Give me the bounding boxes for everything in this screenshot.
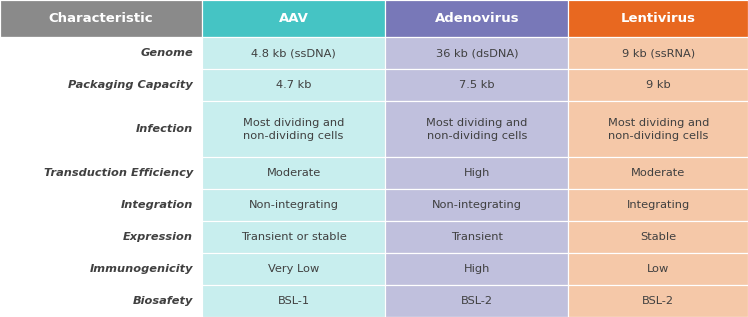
Text: Infection: Infection <box>135 124 193 134</box>
Bar <box>568 101 748 157</box>
Text: Biosafety: Biosafety <box>132 296 193 306</box>
Bar <box>202 37 385 69</box>
Text: Moderate: Moderate <box>631 168 685 178</box>
Text: Most dividing and
non-dividing cells: Most dividing and non-dividing cells <box>243 118 344 141</box>
Text: Stable: Stable <box>640 232 676 242</box>
Text: High: High <box>464 264 490 274</box>
Text: Non-integrating: Non-integrating <box>432 200 522 210</box>
Text: 36 kb (dsDNA): 36 kb (dsDNA) <box>435 49 518 58</box>
Bar <box>202 253 385 285</box>
Text: Non-integrating: Non-integrating <box>248 200 339 210</box>
Text: BSL-1: BSL-1 <box>278 296 310 306</box>
Bar <box>202 157 385 189</box>
Text: Transient or stable: Transient or stable <box>241 232 346 242</box>
Bar <box>385 157 568 189</box>
Text: 4.7 kb: 4.7 kb <box>276 80 311 90</box>
Text: BSL-2: BSL-2 <box>643 296 674 306</box>
Bar <box>0 0 202 37</box>
Bar <box>0 189 202 221</box>
Bar <box>385 221 568 253</box>
Text: Adenovirus: Adenovirus <box>435 12 519 25</box>
Text: Low: Low <box>647 264 669 274</box>
Bar <box>385 285 568 317</box>
Text: High: High <box>464 168 490 178</box>
Text: Lentivirus: Lentivirus <box>621 12 696 25</box>
Bar <box>568 189 748 221</box>
Text: BSL-2: BSL-2 <box>461 296 493 306</box>
Bar <box>202 189 385 221</box>
Bar <box>385 0 568 37</box>
Text: Integrating: Integrating <box>627 200 690 210</box>
Bar <box>385 189 568 221</box>
Text: Immunogenicity: Immunogenicity <box>90 264 193 274</box>
Bar <box>0 221 202 253</box>
Text: Expression: Expression <box>123 232 193 242</box>
Bar <box>568 69 748 101</box>
Bar <box>385 101 568 157</box>
Bar <box>202 0 385 37</box>
Text: Transduction Efficiency: Transduction Efficiency <box>43 168 193 178</box>
Bar <box>0 253 202 285</box>
Text: Characteristic: Characteristic <box>49 12 153 25</box>
Text: Most dividing and
non-dividing cells: Most dividing and non-dividing cells <box>607 118 709 141</box>
Bar <box>202 69 385 101</box>
Text: Most dividing and
non-dividing cells: Most dividing and non-dividing cells <box>426 118 527 141</box>
Text: AAV: AAV <box>279 12 308 25</box>
Text: Integration: Integration <box>120 200 193 210</box>
Bar <box>202 101 385 157</box>
Text: 9 kb (ssRNA): 9 kb (ssRNA) <box>622 49 695 58</box>
Bar <box>568 157 748 189</box>
Text: Moderate: Moderate <box>266 168 321 178</box>
Bar <box>385 37 568 69</box>
Text: Packaging Capacity: Packaging Capacity <box>68 80 193 90</box>
Text: 9 kb: 9 kb <box>646 80 671 90</box>
Bar <box>0 69 202 101</box>
Bar <box>568 37 748 69</box>
Bar <box>0 157 202 189</box>
Bar <box>202 285 385 317</box>
Text: 7.5 kb: 7.5 kb <box>459 80 494 90</box>
Bar <box>0 101 202 157</box>
Text: Transient: Transient <box>451 232 503 242</box>
Bar <box>385 69 568 101</box>
Text: Very Low: Very Low <box>268 264 319 274</box>
Bar <box>202 221 385 253</box>
Bar <box>385 253 568 285</box>
Bar <box>568 285 748 317</box>
Bar <box>0 285 202 317</box>
Text: 4.8 kb (ssDNA): 4.8 kb (ssDNA) <box>251 49 336 58</box>
Bar <box>568 221 748 253</box>
Bar <box>0 37 202 69</box>
Bar <box>568 253 748 285</box>
Text: Genome: Genome <box>140 49 193 58</box>
Bar <box>568 0 748 37</box>
